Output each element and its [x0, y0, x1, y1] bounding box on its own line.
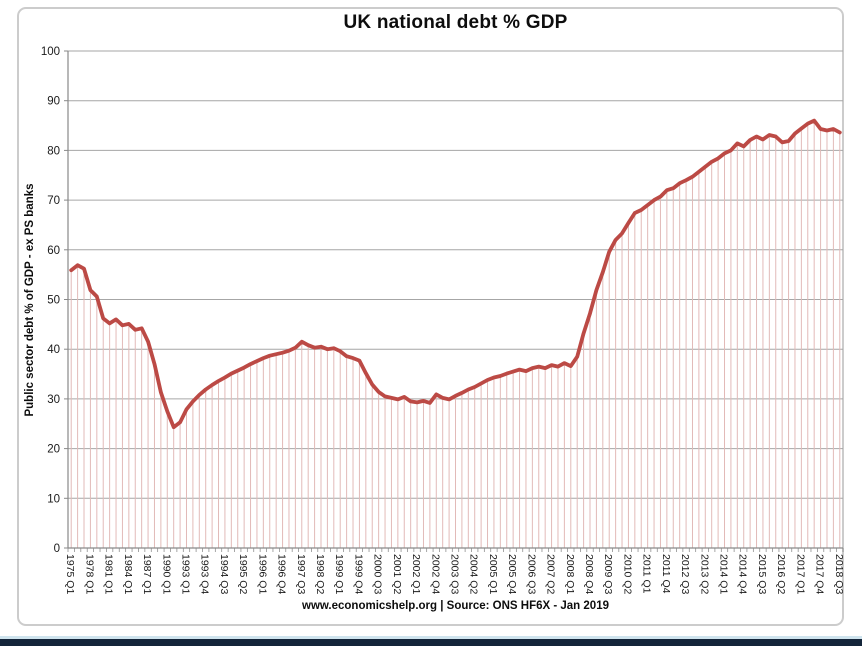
series-line	[69, 118, 842, 430]
x-tick-label: 1981 Q1	[103, 554, 115, 594]
x-tick-label: 2012 Q3	[679, 554, 691, 594]
x-tick-label: 1984 Q1	[122, 554, 134, 594]
y-tick-label: 50	[47, 295, 60, 307]
x-tick-label: 2017 Q1	[794, 554, 806, 594]
x-tick-label: 1994 Q3	[218, 554, 230, 594]
y-tick-label: 90	[47, 96, 60, 108]
x-tick-label: 2013 Q2	[698, 554, 710, 594]
x-tick-label: 2002 Q1	[410, 554, 422, 594]
x-tick-label: 2008 Q4	[583, 554, 595, 594]
x-tick-label: 2009 Q3	[602, 554, 614, 594]
x-tick-label: 2015 Q3	[756, 554, 768, 594]
y-tick-label: 10	[47, 493, 60, 505]
x-tick-label: 2007 Q2	[545, 554, 557, 594]
x-tick-label: 1999 Q4	[352, 554, 364, 594]
x-tick-label: 2002 Q4	[429, 554, 441, 594]
x-tick-label: 1995 Q2	[237, 554, 249, 594]
x-tick-label: 2014 Q4	[737, 554, 749, 594]
x-tick-label: 2011 Q1	[641, 554, 653, 594]
x-tick-label: 2005 Q4	[506, 554, 518, 594]
y-tick-label: 70	[47, 195, 60, 207]
y-tick-label: 60	[47, 245, 60, 257]
y-tick-label: 40	[47, 344, 60, 356]
x-tick-label: 2016 Q2	[775, 554, 787, 594]
x-tick-label: 1999 Q1	[333, 554, 345, 594]
x-tick-label: 1998 Q2	[314, 554, 326, 594]
x-tick-label: 2017 Q4	[814, 554, 826, 594]
bottom-accent-line	[0, 636, 862, 639]
x-tick-label: 2001 Q2	[391, 554, 403, 594]
x-tick-label: 1993 Q1	[180, 554, 192, 594]
x-tick-label: 1996 Q4	[276, 554, 288, 594]
x-tick-label: 2005 Q1	[487, 554, 499, 594]
x-tick-label: 2003 Q3	[449, 554, 461, 594]
x-tick-label: 2010 Q2	[621, 554, 633, 594]
x-tick-label: 2000 Q3	[372, 554, 384, 594]
x-tick-label: 1990 Q1	[160, 554, 172, 594]
x-tick-label: 1987 Q1	[141, 554, 153, 594]
bottom-bar	[0, 639, 862, 646]
x-tick-label: 1996 Q1	[256, 554, 268, 594]
x-tick-label: 2008 Q1	[564, 554, 576, 594]
x-tick-label: 1997 Q3	[295, 554, 307, 594]
y-tick-label: 30	[47, 394, 60, 406]
y-tick-label: 0	[54, 543, 60, 555]
source-footer: www.economicshelp.org | Source: ONS HF6X…	[302, 600, 609, 612]
x-tick-label: 1978 Q1	[83, 554, 95, 594]
chart-title: UK national debt % GDP	[343, 12, 568, 33]
x-tick-label: 2011 Q4	[660, 554, 672, 594]
debt-line-chart: 0 10 20 30 40 50 60 70 80 90 100 1975 Q1 1978 Q1 1981…	[41, 46, 845, 594]
x-tick-label: 2018 Q3	[833, 554, 845, 594]
x-tick-label: 1975 Q1	[64, 554, 76, 594]
x-tick-label: 2014 Q1	[718, 554, 730, 594]
x-tick-label: 1993 Q4	[199, 554, 211, 594]
x-tick-label: 2006 Q3	[525, 554, 537, 594]
x-tick-label: 2004 Q2	[468, 554, 480, 594]
y-tick-label: 100	[41, 46, 60, 58]
y-tick-label: 20	[47, 444, 60, 456]
y-tick-label: 80	[47, 145, 60, 157]
